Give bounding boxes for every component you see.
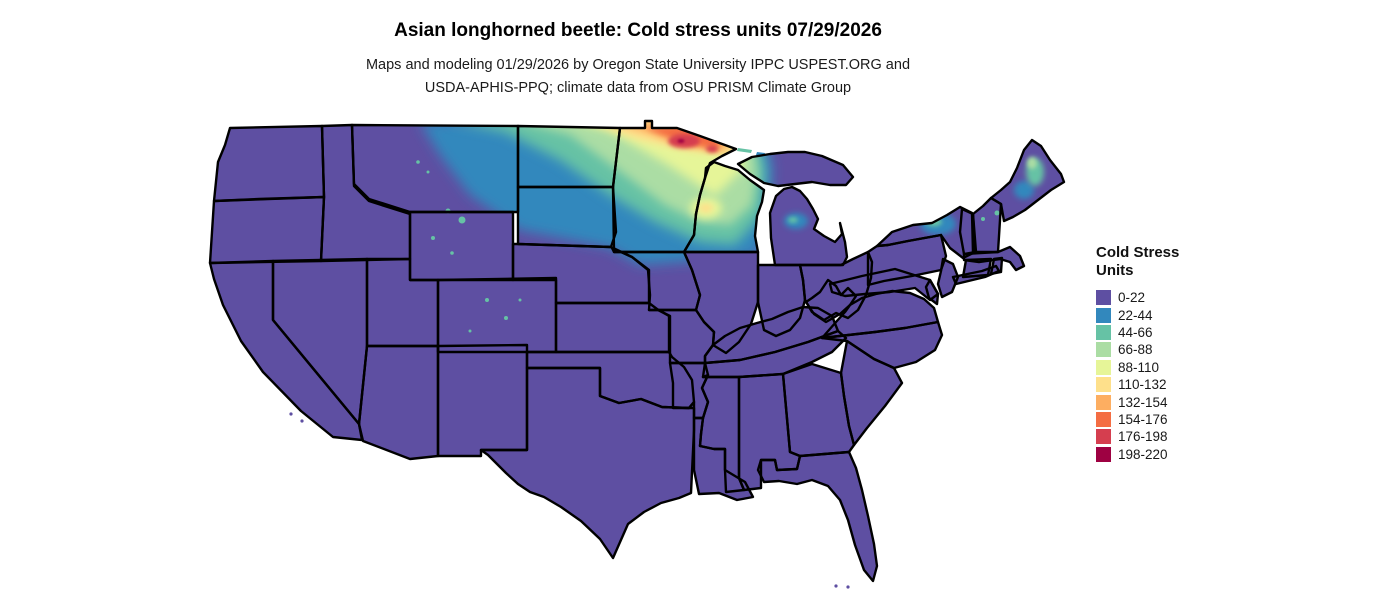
state-az bbox=[359, 346, 438, 459]
legend-swatch bbox=[1096, 394, 1111, 410]
legend-swatch bbox=[1096, 359, 1111, 375]
state-or bbox=[210, 197, 324, 263]
state-tn bbox=[703, 331, 846, 377]
legend-item: 88-110 bbox=[1096, 359, 1236, 376]
state-mi-lower bbox=[770, 187, 847, 265]
state-ri bbox=[989, 256, 1004, 276]
legend-swatch bbox=[1096, 429, 1111, 445]
subtitle-line-2: USDA-APHIS-PPQ; climate data from OSU PR… bbox=[424, 79, 852, 96]
state-sc bbox=[841, 341, 902, 445]
state-wy bbox=[410, 212, 513, 280]
legend-swatch bbox=[1096, 377, 1111, 393]
legend-items: 0-22 22-44 44-66 66-88 88-110 110-132 13… bbox=[1096, 289, 1236, 463]
state-tx bbox=[481, 368, 694, 558]
legend-item: 22-44 bbox=[1096, 306, 1236, 323]
state-nc bbox=[822, 322, 942, 368]
state-wv bbox=[806, 280, 856, 322]
state-wv bbox=[804, 278, 858, 324]
state-md bbox=[828, 267, 940, 302]
state-id bbox=[321, 125, 410, 261]
state-ms bbox=[700, 375, 744, 492]
state-wa bbox=[214, 126, 324, 201]
map-subtitle: Maps and modeling 01/29/2026 by Oregon S… bbox=[0, 54, 1276, 99]
state-me bbox=[989, 138, 1066, 223]
legend-swatch bbox=[1096, 342, 1111, 358]
state-ks bbox=[556, 303, 669, 352]
small-map-specks bbox=[289, 148, 1000, 589]
map-title: Asian longhorned beetle: Cold stress uni… bbox=[394, 20, 882, 41]
state-de bbox=[924, 278, 940, 306]
state-mo bbox=[649, 310, 714, 363]
state-ny-long-island bbox=[951, 264, 1001, 286]
isle-royale-speck bbox=[737, 148, 752, 153]
state-ne bbox=[513, 244, 649, 303]
channel-islands-speck bbox=[289, 412, 293, 416]
state-nv bbox=[273, 259, 367, 424]
state-ct bbox=[961, 257, 993, 279]
state-me bbox=[991, 140, 1064, 221]
state-nj bbox=[936, 257, 960, 299]
state-tx bbox=[479, 366, 696, 560]
state-nh bbox=[973, 198, 1001, 252]
legend-item: 176-198 bbox=[1096, 428, 1236, 445]
state-ma bbox=[962, 245, 1026, 272]
legend-title: Cold Stress Units bbox=[1096, 244, 1180, 279]
legend-item: 154-176 bbox=[1096, 411, 1236, 428]
state-ga bbox=[783, 364, 854, 456]
legend-item: 66-88 bbox=[1096, 341, 1236, 358]
legend-item: 44-66 bbox=[1096, 324, 1236, 341]
state-mi-lower bbox=[768, 185, 849, 267]
state-co bbox=[438, 278, 556, 352]
state-fl bbox=[758, 452, 877, 581]
state-nm bbox=[438, 345, 527, 456]
legend-item: 198-220 bbox=[1096, 446, 1236, 463]
state-ok bbox=[527, 352, 694, 408]
legend: Cold Stress Units 0-22 22-44 44-66 66-88… bbox=[1096, 244, 1236, 463]
state-ia bbox=[612, 248, 700, 310]
state-ca bbox=[210, 261, 362, 440]
state-ar bbox=[670, 363, 708, 418]
legend-swatch bbox=[1096, 290, 1111, 306]
legend-swatch bbox=[1096, 411, 1111, 427]
legend-swatch bbox=[1096, 307, 1111, 323]
florida-keys-speck bbox=[834, 584, 838, 588]
state-mi-upper bbox=[736, 150, 855, 188]
legend-swatch bbox=[1096, 446, 1111, 462]
legend-item: 110-132 bbox=[1096, 376, 1236, 393]
legend-item: 132-154 bbox=[1096, 393, 1236, 410]
state-borders bbox=[208, 119, 1066, 583]
state-polygons bbox=[210, 121, 1064, 581]
legend-swatch bbox=[1096, 324, 1111, 340]
state-ny bbox=[875, 205, 975, 260]
subtitle-line-1: Maps and modeling 01/29/2026 by Oregon S… bbox=[365, 57, 911, 73]
state-wi bbox=[682, 160, 766, 254]
legend-item: 0-22 bbox=[1096, 289, 1236, 306]
state-fl bbox=[756, 450, 879, 583]
